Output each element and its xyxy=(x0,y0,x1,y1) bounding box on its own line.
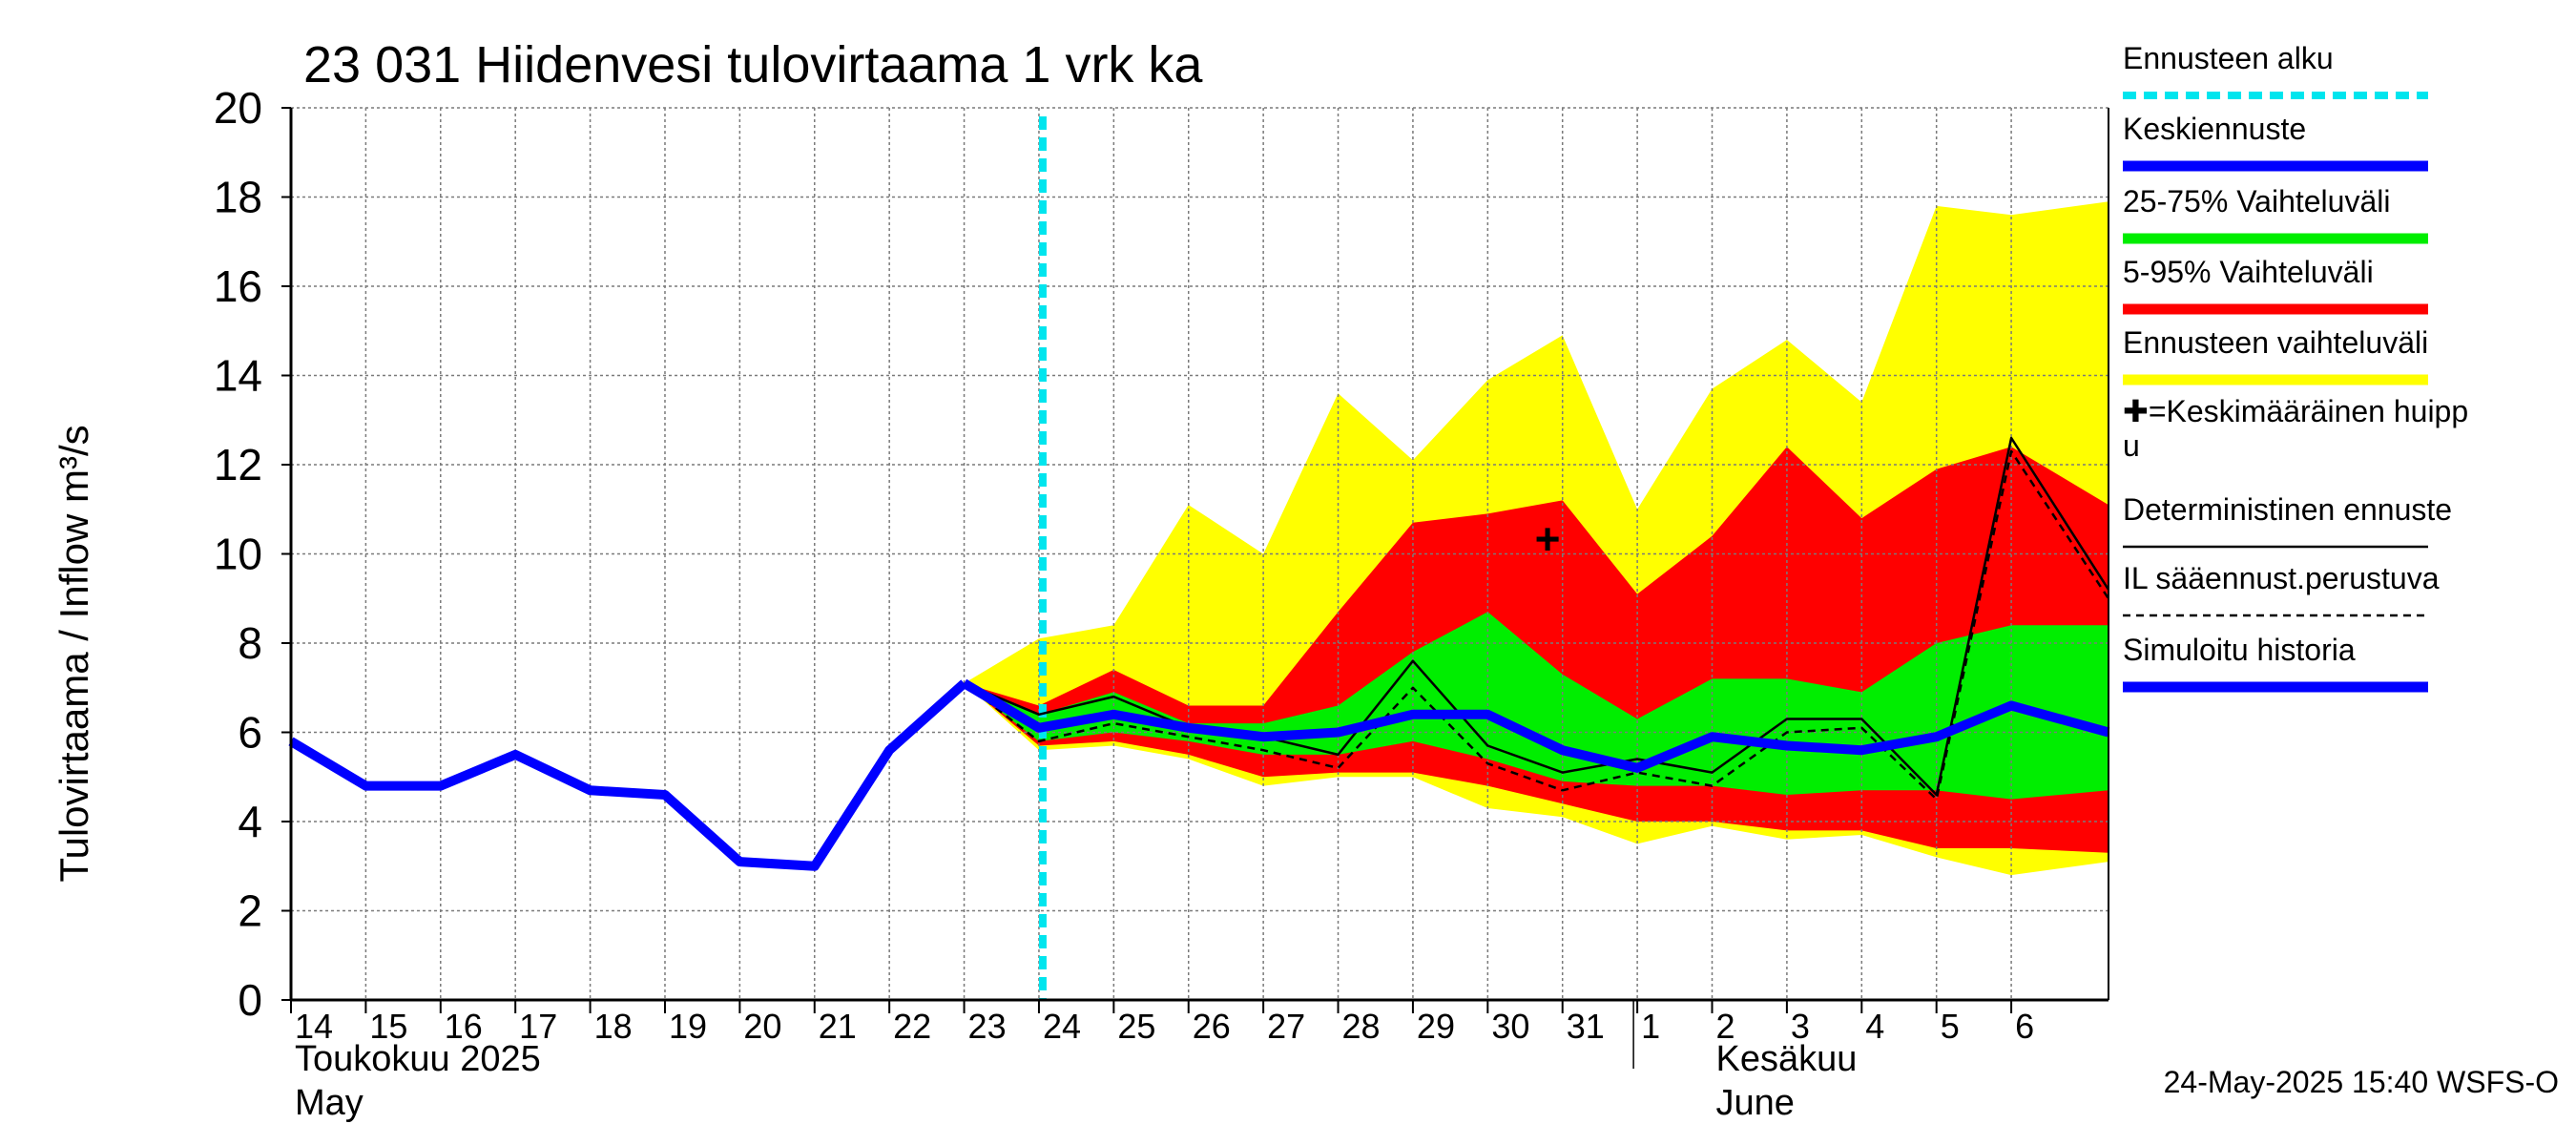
x-tick-label: 21 xyxy=(819,1007,857,1046)
legend-label: Ennusteen vaihteluväli xyxy=(2123,325,2428,360)
x-tick-label: 28 xyxy=(1342,1007,1381,1046)
month-label: Kesäkuu xyxy=(1716,1039,1858,1079)
footer-timestamp: 24-May-2025 15:40 WSFS-O xyxy=(2164,1065,2559,1099)
x-tick-label: 25 xyxy=(1117,1007,1155,1046)
x-tick-label: 18 xyxy=(594,1007,633,1046)
month-label: Toukokuu 2025 xyxy=(295,1039,541,1079)
x-tick-label: 27 xyxy=(1267,1007,1305,1046)
legend-label: Keskiennuste xyxy=(2123,112,2306,146)
x-tick-label: 16 xyxy=(445,1007,483,1046)
y-tick-label: 14 xyxy=(214,351,262,401)
x-tick-label: 4 xyxy=(1865,1007,1884,1046)
x-tick-label: 14 xyxy=(295,1007,333,1046)
x-tick-label: 6 xyxy=(2015,1007,2034,1046)
series-keskiennuste xyxy=(962,678,2110,773)
x-tick-label: 31 xyxy=(1567,1007,1605,1046)
legend-label: Deterministinen ennuste xyxy=(2123,492,2452,527)
x-tick-label: 24 xyxy=(1043,1007,1081,1046)
series-deterministinen-ennuste xyxy=(964,436,2110,797)
legend: Ennusteen alku Keskiennuste 25-75% Vaihtel… xyxy=(2123,41,2468,693)
y-axis-label: Tulovirtaama / Inflow m³/s xyxy=(52,425,96,882)
y-tick-label: 6 xyxy=(238,708,262,758)
legend-label: ✚=Keskimääräinen huipp xyxy=(2123,394,2468,428)
legend-label: 5-95% Vaihteluväli xyxy=(2123,255,2374,289)
y-tick-label: 20 xyxy=(214,83,262,133)
y-tick-label: 18 xyxy=(214,173,262,222)
y-tick-label: 4 xyxy=(238,797,262,846)
legend-label: 25-75% Vaihteluväli xyxy=(2123,184,2390,219)
legend-label: IL sääennust.perustuva xyxy=(2123,561,2440,595)
x-tick-label: 22 xyxy=(893,1007,931,1046)
y-tick-label: 10 xyxy=(214,530,262,579)
y-tick-label: 16 xyxy=(214,261,262,311)
y-tick-label: 12 xyxy=(214,440,262,489)
series-lines: + xyxy=(288,116,2110,1000)
x-tick-label: 2 xyxy=(1716,1007,1735,1046)
x-tick-label: 29 xyxy=(1417,1007,1455,1046)
x-tick-label: 15 xyxy=(369,1007,407,1046)
x-tick-label: 26 xyxy=(1193,1007,1231,1046)
x-tick-label: 3 xyxy=(1791,1007,1810,1046)
y-tick-label: 0 xyxy=(238,975,262,1025)
legend-label: Ennusteen alku xyxy=(2123,41,2334,75)
series-simuloitu-historia xyxy=(288,679,967,871)
x-tick-label: 5 xyxy=(1941,1007,1960,1046)
y-tick-label: 8 xyxy=(238,618,262,668)
legend-label: Simuloitu historia xyxy=(2123,633,2356,667)
series-il-s-ennust-perustuva xyxy=(963,449,2110,801)
x-tick-label: 23 xyxy=(968,1007,1007,1046)
x-tick-label: 19 xyxy=(669,1007,707,1046)
month-label-en: June xyxy=(1716,1083,1795,1123)
month-label-en: May xyxy=(295,1083,364,1123)
x-tick-label: 17 xyxy=(519,1007,557,1046)
x-tick-label: 1 xyxy=(1641,1007,1660,1046)
y-tick-label: 2 xyxy=(238,886,262,936)
peak-marker: + xyxy=(1535,513,1561,563)
legend-label-cont: u xyxy=(2123,428,2140,463)
x-tick-label: 20 xyxy=(743,1007,781,1046)
chart-title: 23 031 Hiidenvesi tulovirtaama 1 vrk ka xyxy=(303,36,1203,94)
x-tick-label: 30 xyxy=(1491,1007,1529,1046)
